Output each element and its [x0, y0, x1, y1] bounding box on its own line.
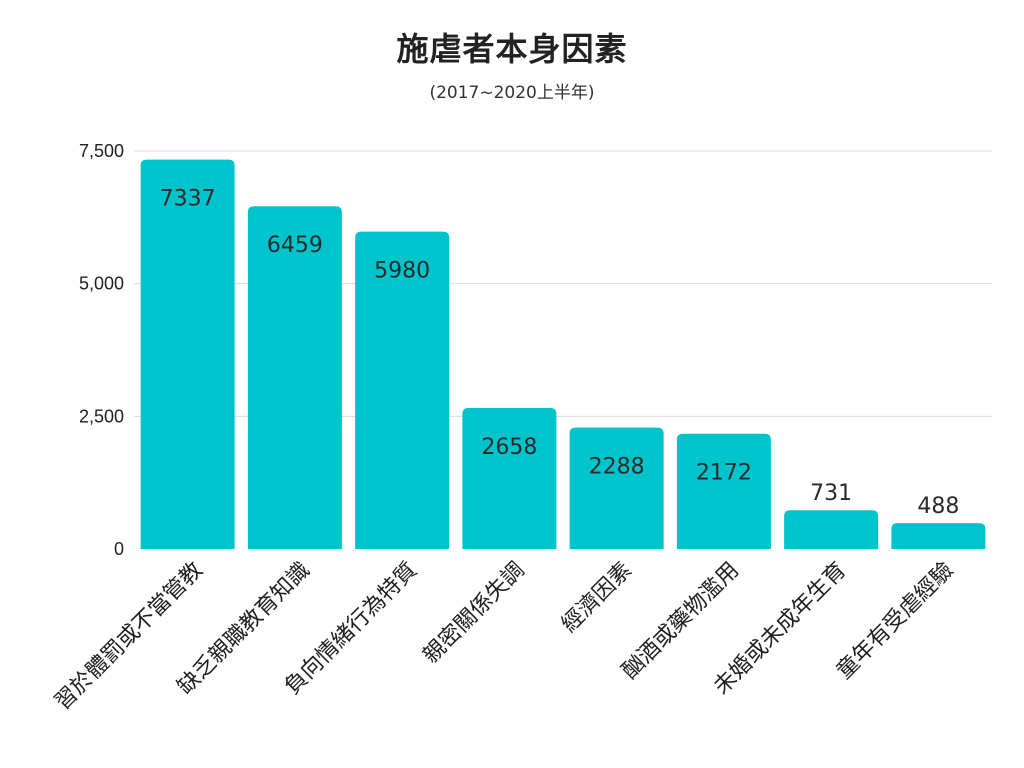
y-tick-label: 7,500	[79, 141, 124, 161]
data-label: 488	[917, 494, 959, 519]
bar	[784, 510, 879, 549]
bar	[140, 159, 235, 549]
bar	[891, 523, 986, 549]
bar	[676, 433, 771, 549]
chart-title: 施虐者本身因素	[396, 30, 628, 68]
x-tick-label: 親密關係失調	[419, 558, 530, 669]
x-tick-label: 經濟因素	[557, 558, 637, 638]
chart-subtitle: (2017~2020上半年)	[429, 83, 595, 103]
bar	[462, 407, 557, 549]
data-label: 7337	[160, 187, 216, 212]
y-tick-label: 2,500	[79, 406, 124, 426]
bar	[355, 231, 450, 550]
x-tick-label: 童年有受虐經驗	[832, 558, 959, 685]
data-label: 731	[810, 481, 852, 506]
data-label: 5980	[374, 259, 430, 284]
bar	[569, 427, 664, 549]
data-label: 2288	[589, 455, 645, 480]
y-tick-label: 5,000	[79, 274, 124, 294]
bar	[247, 206, 342, 549]
data-label: 6459	[267, 233, 323, 258]
data-label: 2658	[481, 435, 537, 460]
y-tick-label: 0	[114, 539, 124, 559]
data-label: 2172	[696, 461, 752, 486]
